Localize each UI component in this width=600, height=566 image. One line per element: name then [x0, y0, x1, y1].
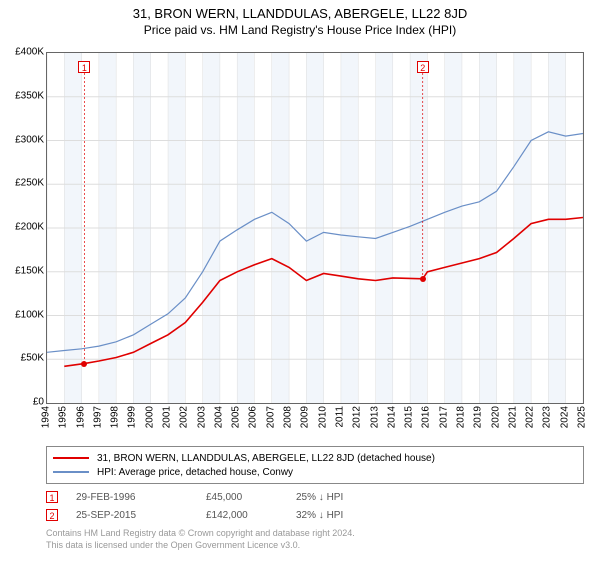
x-tick-label: 2025 [577, 406, 588, 428]
x-tick-label: 1997 [92, 406, 103, 428]
x-tick-label: 2018 [455, 406, 466, 428]
x-tick-label: 2012 [352, 406, 363, 428]
x-tick-label: 2019 [473, 406, 484, 428]
y-tick-label: £350K [0, 90, 44, 101]
event-marker: 2 [46, 509, 58, 521]
legend: 31, BRON WERN, LLANDDULAS, ABERGELE, LL2… [46, 446, 584, 484]
y-tick-label: £400K [0, 47, 44, 58]
x-tick-label: 2010 [317, 406, 328, 428]
x-tick-label: 2020 [490, 406, 501, 428]
x-tick-label: 2001 [162, 406, 173, 428]
event-row: 2 25-SEP-2015£142,00032% ↓ HPI [46, 506, 584, 524]
y-tick-label: £200K [0, 222, 44, 233]
y-tick-label: £100K [0, 309, 44, 320]
x-tick-label: 2008 [283, 406, 294, 428]
x-tick-label: 2006 [248, 406, 259, 428]
sale-point [420, 276, 426, 282]
event-pct: 32% ↓ HPI [296, 510, 416, 521]
sale-point [81, 361, 87, 367]
x-tick-label: 2003 [196, 406, 207, 428]
footer-line-1: Contains HM Land Registry data © Crown c… [46, 528, 584, 540]
footer-line-2: This data is licensed under the Open Gov… [46, 540, 584, 552]
x-tick-label: 2022 [525, 406, 536, 428]
legend-swatch [53, 457, 89, 459]
x-tick-label: 2017 [438, 406, 449, 428]
events-table: 1 29-FEB-1996£45,00025% ↓ HPI 2 25-SEP-2015… [46, 488, 584, 524]
x-tick-label: 2000 [144, 406, 155, 428]
legend-row: HPI: Average price, detached house, Conw… [53, 465, 577, 479]
x-tick-label: 2023 [542, 406, 553, 428]
x-tick-label: 1994 [41, 406, 52, 428]
event-pct: 25% ↓ HPI [296, 492, 416, 503]
y-tick-label: £150K [0, 265, 44, 276]
footer: Contains HM Land Registry data © Crown c… [46, 528, 584, 551]
x-tick-label: 2014 [386, 406, 397, 428]
plot-svg [47, 53, 583, 403]
event-price: £45,000 [206, 492, 296, 503]
sale-marker: 2 [417, 61, 429, 73]
y-tick-label: £300K [0, 134, 44, 145]
series-hpi [47, 132, 583, 352]
legend-label: 31, BRON WERN, LLANDDULAS, ABERGELE, LL2… [97, 453, 435, 464]
chart-container: 31, BRON WERN, LLANDDULAS, ABERGELE, LL2… [0, 6, 600, 566]
x-tick-label: 1998 [110, 406, 121, 428]
x-tick-label: 2009 [300, 406, 311, 428]
legend-label: HPI: Average price, detached house, Conw… [97, 467, 293, 478]
x-tick-label: 2011 [334, 406, 345, 428]
x-tick-label: 1995 [58, 406, 69, 428]
x-tick-label: 2004 [213, 406, 224, 428]
x-tick-label: 1996 [75, 406, 86, 428]
x-tick-label: 1999 [127, 406, 138, 428]
x-tick-label: 2013 [369, 406, 380, 428]
x-tick-label: 2002 [179, 406, 190, 428]
x-tick-label: 2021 [507, 406, 518, 428]
event-price: £142,000 [206, 510, 296, 521]
event-row: 1 29-FEB-1996£45,00025% ↓ HPI [46, 488, 584, 506]
x-tick-label: 2005 [231, 406, 242, 428]
plot-area: 12 [46, 52, 584, 404]
x-tick-label: 2016 [421, 406, 432, 428]
chart-title: 31, BRON WERN, LLANDDULAS, ABERGELE, LL2… [0, 6, 600, 21]
event-date: 29-FEB-1996 [76, 492, 206, 503]
legend-swatch [53, 471, 89, 472]
legend-row: 31, BRON WERN, LLANDDULAS, ABERGELE, LL2… [53, 451, 577, 465]
y-tick-label: £0 [0, 397, 44, 408]
event-date: 25-SEP-2015 [76, 510, 206, 521]
x-tick-label: 2015 [404, 406, 415, 428]
chart-subtitle: Price paid vs. HM Land Registry's House … [0, 23, 600, 37]
event-marker: 1 [46, 491, 58, 503]
sale-marker: 1 [78, 61, 90, 73]
x-tick-label: 2024 [559, 406, 570, 428]
y-tick-label: £50K [0, 353, 44, 364]
x-tick-label: 2007 [265, 406, 276, 428]
y-tick-label: £250K [0, 178, 44, 189]
